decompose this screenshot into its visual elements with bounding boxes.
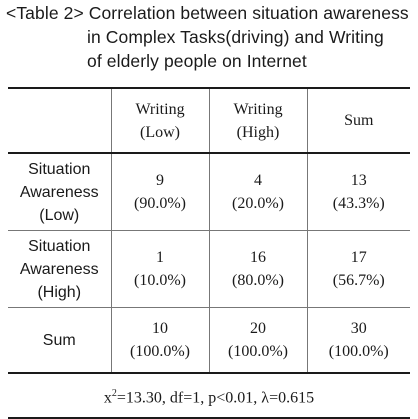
- row-header-line: Awareness: [19, 183, 99, 201]
- table-cell: 9 (90.0%): [110, 152, 209, 231]
- table-corner-cell: [8, 87, 111, 153]
- column-header-line: Writing: [135, 100, 185, 118]
- cell-percent: (56.7%): [332, 272, 385, 289]
- column-header-line: Writing: [233, 100, 283, 118]
- cell-count: 16: [250, 249, 266, 266]
- table-header-row: Writing (Low) Writing (High) Sum: [8, 87, 410, 153]
- table-cell: 10 (100.0%): [110, 307, 209, 373]
- table-cell: 30 (100.0%): [306, 307, 410, 373]
- column-header-line: Sum: [344, 112, 374, 129]
- cell-count: 13: [350, 172, 367, 189]
- row-header-line: (Low): [39, 206, 80, 224]
- cell-count: 10: [152, 320, 168, 337]
- cell-percent: (43.3%): [332, 195, 385, 212]
- column-header-sum: Sum: [306, 87, 410, 153]
- cell-percent: (80.0%): [232, 272, 284, 289]
- table-footer-row: x2=13.30, df=1, p<0.01, λ=0.615: [8, 372, 410, 419]
- row-header-line: (High): [37, 283, 82, 301]
- chi-square-exponent: 2: [111, 387, 117, 399]
- cell-percent: (100.0%): [130, 343, 190, 360]
- cell-count: 20: [250, 320, 266, 337]
- caption-line-2: in Complex Tasks(driving) and Writing: [87, 27, 384, 47]
- statistics-footnote: x2=13.30, df=1, p<0.01, λ=0.615: [8, 372, 410, 419]
- row-header-sum: Sum: [8, 307, 111, 373]
- table-cell: 1 (10.0%): [110, 230, 209, 308]
- cell-count: 30: [350, 320, 367, 337]
- column-header-writing-low: Writing (Low): [110, 87, 209, 153]
- cell-percent: (20.0%): [232, 195, 284, 212]
- column-header-line: (Low): [140, 123, 180, 141]
- row-header-line: Situation: [28, 237, 91, 255]
- cell-count: 1: [156, 249, 164, 266]
- table-cell: 16 (80.0%): [208, 230, 307, 308]
- cell-count: 9: [156, 172, 164, 189]
- cell-percent: (100.0%): [228, 343, 288, 360]
- cell-percent: (100.0%): [328, 343, 389, 360]
- caption-line-3: of elderly people on Internet: [87, 51, 307, 71]
- table-row: Situation Awareness (High) 1 (10.0%) 16 …: [8, 230, 410, 308]
- row-header-line: Sum: [42, 331, 76, 349]
- table-row-sum: Sum 10 (100.0%) 20 (100.0%) 30 (100.0%): [8, 307, 410, 373]
- table-cell: 20 (100.0%): [208, 307, 307, 373]
- caption-line-1: <Table 2> Correlation between situation …: [6, 3, 409, 23]
- table-row: Situation Awareness (Low) 9 (90.0%) 4 (2…: [8, 152, 410, 231]
- correlation-table: Writing (Low) Writing (High) Sum Situati…: [8, 87, 410, 419]
- statistics-values: =13.30, df=1, p<0.01, λ=0.615: [116, 389, 315, 407]
- table-cell: 4 (20.0%): [208, 152, 307, 231]
- cell-count: 17: [350, 249, 367, 266]
- row-header-line: Situation: [28, 160, 91, 178]
- table-cell: 13 (43.3%): [306, 152, 410, 231]
- row-header-situation-awareness-low: Situation Awareness (Low): [8, 152, 111, 231]
- cell-count: 4: [254, 172, 262, 189]
- row-header-situation-awareness-high: Situation Awareness (High): [8, 230, 111, 308]
- row-header-line: Awareness: [19, 260, 99, 278]
- column-header-writing-high: Writing (High): [208, 87, 307, 153]
- cell-percent: (10.0%): [134, 272, 186, 289]
- cell-percent: (90.0%): [134, 195, 186, 212]
- column-header-line: (High): [236, 123, 280, 141]
- table-cell: 17 (56.7%): [306, 230, 410, 308]
- chi-square-symbol: x: [103, 389, 112, 407]
- table-caption: <Table 2> Correlation between situation …: [6, 1, 416, 73]
